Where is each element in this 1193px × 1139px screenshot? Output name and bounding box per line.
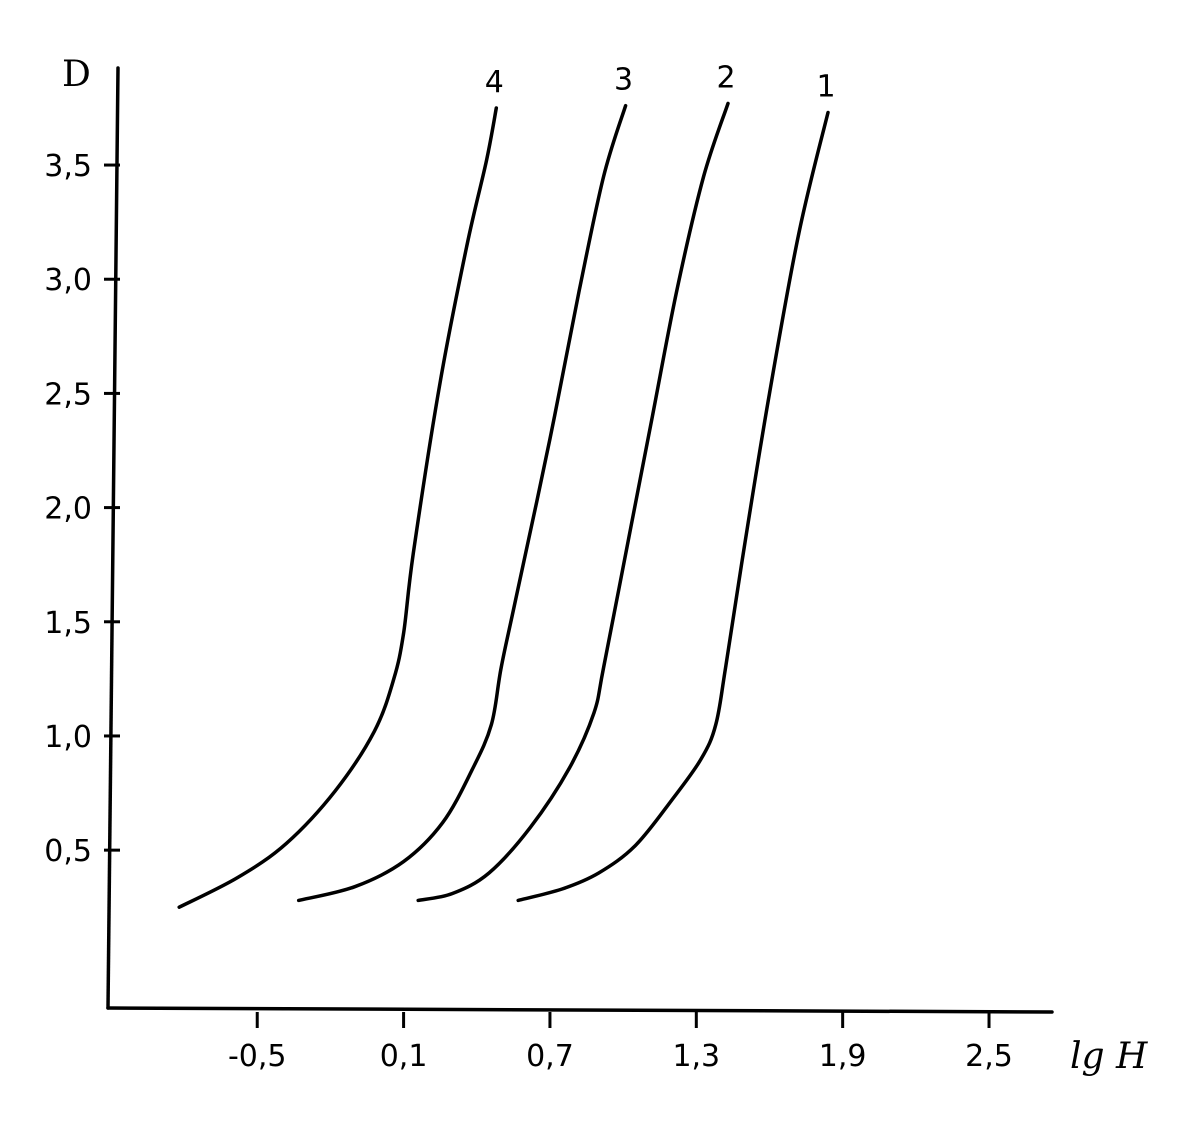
axes [104, 66, 1054, 1028]
x-tick-label: 2,5 [965, 1039, 1013, 1074]
curve-series-4 [177, 106, 499, 909]
y-tick-label: 0,5 [44, 834, 92, 869]
x-axis-line [106, 1006, 1054, 1014]
y-axis-title: D [62, 54, 91, 95]
series-label-2: 2 [716, 60, 735, 95]
series-label-3: 3 [614, 63, 633, 98]
x-tick-label: 1,9 [819, 1039, 867, 1074]
x-tick-label: 0,7 [526, 1039, 574, 1074]
y-tick-label: 2,0 [44, 492, 92, 527]
y-tick-label: 1,0 [44, 720, 92, 755]
y-axis-line [106, 66, 120, 1010]
curve-series-3 [296, 103, 628, 903]
x-tick-label: 0,1 [380, 1039, 428, 1074]
x-tick-label: -0,5 [228, 1039, 287, 1074]
labels: -0,5 0,1 0,7 1,3 1,9 2,5 0,5 1,0 1,5 2,0 2,5 3,0 3,5… [44, 60, 1013, 1074]
y-tick-label: 3,0 [44, 263, 92, 298]
x-axis-title: lg H [1070, 1036, 1148, 1077]
curve-series-2 [416, 101, 730, 903]
y-tick-label: 2,5 [44, 377, 92, 412]
series-label-4: 4 [485, 65, 504, 100]
y-tick-label: 1,5 [44, 606, 92, 641]
y-tick-label: 3,5 [44, 149, 92, 184]
x-tick-label: 1,3 [672, 1039, 720, 1074]
curve-series-1 [516, 110, 830, 903]
curves [177, 101, 830, 909]
series-label-1: 1 [816, 70, 835, 105]
